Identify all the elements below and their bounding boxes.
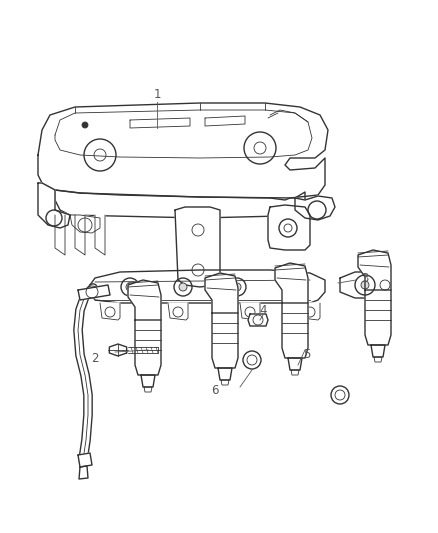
- Text: 3: 3: [360, 271, 368, 285]
- Polygon shape: [141, 375, 155, 387]
- Polygon shape: [79, 466, 88, 479]
- Circle shape: [360, 281, 368, 289]
- Polygon shape: [175, 207, 219, 287]
- Polygon shape: [90, 270, 324, 303]
- Polygon shape: [95, 215, 105, 255]
- Circle shape: [126, 283, 134, 291]
- Polygon shape: [75, 215, 85, 255]
- Text: 5: 5: [303, 349, 310, 361]
- Polygon shape: [55, 190, 304, 218]
- Polygon shape: [128, 280, 161, 320]
- Polygon shape: [109, 344, 127, 356]
- Polygon shape: [168, 303, 187, 320]
- Polygon shape: [100, 303, 120, 320]
- Polygon shape: [218, 368, 231, 380]
- Polygon shape: [38, 103, 327, 200]
- Text: 1: 1: [153, 88, 160, 101]
- Polygon shape: [205, 273, 237, 313]
- Polygon shape: [290, 370, 298, 375]
- Polygon shape: [357, 250, 390, 290]
- Polygon shape: [70, 215, 100, 233]
- Circle shape: [179, 283, 187, 291]
- Polygon shape: [267, 205, 309, 250]
- Polygon shape: [299, 303, 319, 320]
- Circle shape: [82, 122, 88, 128]
- Polygon shape: [373, 357, 381, 362]
- Polygon shape: [240, 303, 259, 320]
- Polygon shape: [294, 196, 334, 220]
- Text: 2: 2: [91, 351, 99, 365]
- Polygon shape: [247, 314, 267, 326]
- Polygon shape: [364, 290, 390, 345]
- Polygon shape: [78, 453, 92, 467]
- Polygon shape: [78, 285, 110, 300]
- Polygon shape: [55, 215, 65, 255]
- Polygon shape: [281, 303, 307, 358]
- Circle shape: [293, 283, 301, 291]
- Text: 4: 4: [259, 303, 266, 317]
- Polygon shape: [370, 345, 384, 357]
- Polygon shape: [135, 320, 161, 375]
- Polygon shape: [212, 313, 237, 368]
- Polygon shape: [287, 358, 301, 370]
- Polygon shape: [38, 183, 70, 228]
- Polygon shape: [339, 272, 389, 298]
- Polygon shape: [274, 263, 307, 303]
- Polygon shape: [220, 380, 229, 385]
- Polygon shape: [144, 387, 152, 392]
- Circle shape: [233, 283, 240, 291]
- Text: 6: 6: [211, 384, 218, 397]
